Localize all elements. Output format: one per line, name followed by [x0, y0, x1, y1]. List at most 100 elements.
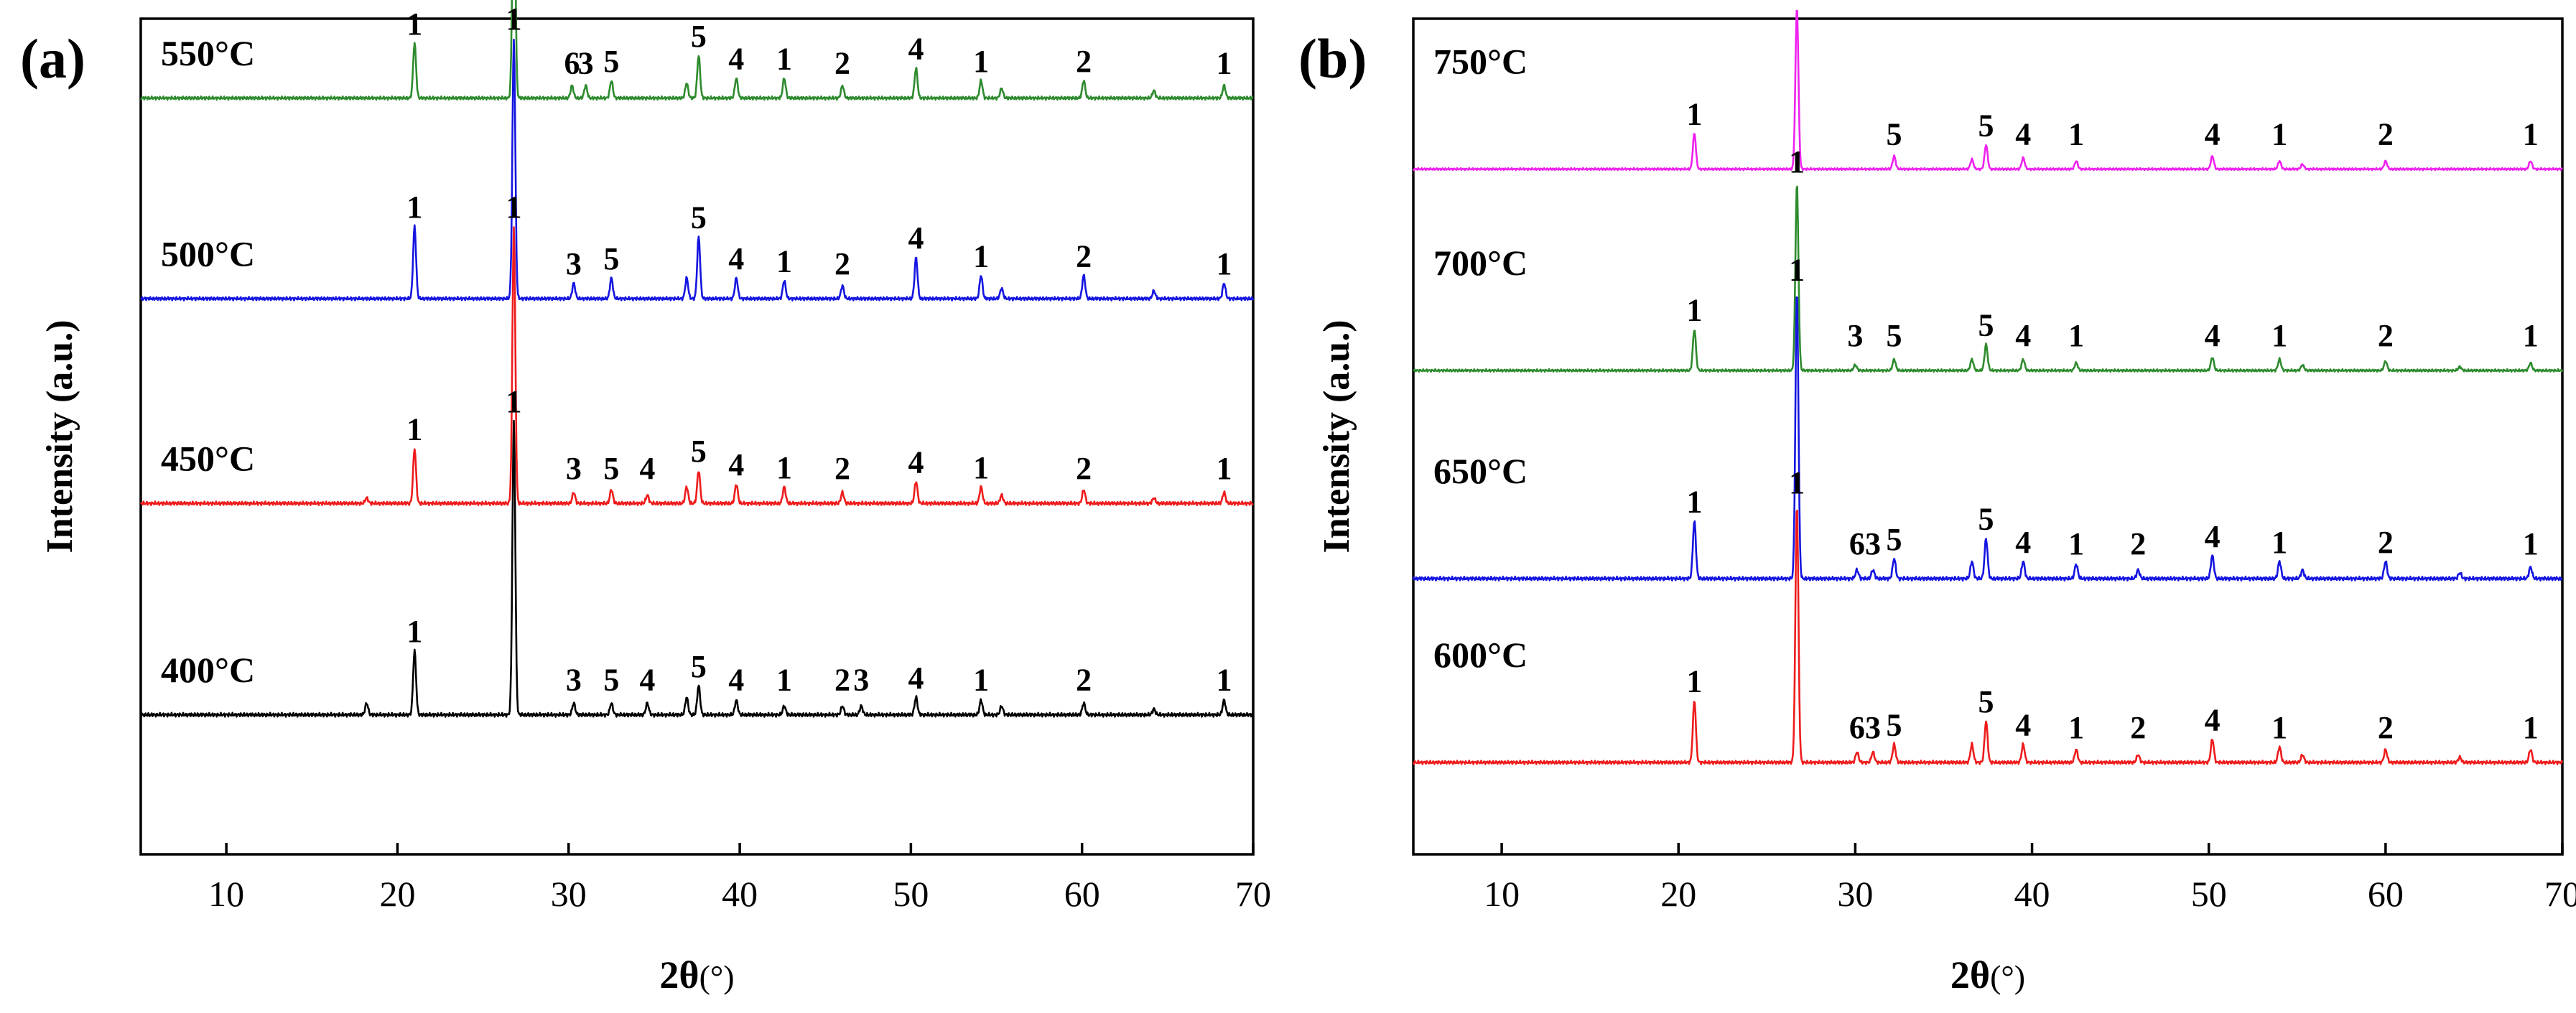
series-trace	[1413, 185, 2564, 373]
peak-label: 1	[2272, 318, 2287, 353]
peak-label: 1	[1686, 485, 1702, 520]
peak-label: 1	[406, 614, 422, 649]
peak-label: 1	[776, 663, 792, 698]
peak-label: 5	[603, 451, 619, 486]
peak-label: 5	[691, 19, 707, 54]
peak-label: 1	[2272, 117, 2287, 152]
x-tick-label: 30	[551, 874, 587, 914]
peak-label: 2	[1076, 44, 1092, 79]
series-trace	[140, 419, 1255, 718]
peak-label: 5	[603, 44, 619, 79]
peak-label: 1	[973, 238, 989, 274]
peak-label: 1	[506, 190, 522, 225]
peak-label: 1	[1686, 663, 1702, 699]
peak-label: 1	[973, 663, 989, 698]
peak-label: 2	[834, 451, 850, 486]
x-tick-label: 70	[1235, 874, 1271, 914]
x-tick-label: 40	[2014, 874, 2050, 914]
peak-label: 2	[2378, 710, 2394, 745]
peak-label: 4	[2015, 525, 2031, 560]
series-name-label: 650°C	[1433, 451, 1528, 491]
peak-label: 3	[578, 46, 594, 81]
peak-label: 4	[2015, 117, 2031, 152]
peak-label: 1	[776, 42, 792, 77]
peak-label: 3	[566, 246, 582, 281]
peak-label: 4	[908, 220, 924, 256]
peak-label: 4	[2205, 702, 2221, 737]
x-tick-label: 70	[2544, 874, 2576, 914]
peak-label: 2	[834, 663, 850, 698]
peak-label: 1	[1216, 246, 1232, 281]
peak-label: 2	[2130, 710, 2146, 745]
peak-label: 2	[1076, 451, 1092, 486]
peak-label: 1	[2068, 710, 2084, 745]
x-axis-symbol: 2θ	[1950, 953, 1990, 996]
peak-label: 5	[691, 649, 707, 684]
peak-label: 1	[1216, 451, 1232, 486]
plot-frame	[1412, 17, 2564, 856]
peak-label: 1	[2272, 710, 2287, 745]
series-750c: 750°C1155414121	[1412, 0, 2563, 172]
peak-label: 1	[2068, 117, 2084, 152]
peak-label: 1	[1216, 663, 1232, 698]
series-name-label: 750°C	[1433, 42, 1528, 82]
series-trace	[139, 226, 1254, 507]
peak-label: 1	[1686, 292, 1702, 327]
peak-label: 1	[1789, 144, 1805, 179]
peak-label: 5	[1979, 684, 1994, 719]
peak-label: 2	[2378, 117, 2394, 152]
peak-label: 5	[1887, 522, 1902, 557]
plot-frame	[139, 17, 1255, 856]
x-tick-label: 20	[379, 874, 415, 914]
peak-label: 1	[506, 384, 522, 419]
peak-label: 4	[2205, 318, 2221, 353]
series-name-label: 700°C	[1433, 243, 1528, 283]
peak-label: 1	[973, 450, 989, 485]
peak-label: 4	[2015, 708, 2031, 743]
peak-label: 3	[566, 663, 582, 698]
peak-label: 6	[1849, 526, 1865, 561]
peak-label: 3	[1865, 710, 1881, 745]
series-trace	[1412, 510, 2564, 765]
peak-label: 4	[728, 42, 744, 77]
peak-label: 1	[1789, 0, 1805, 4]
series-name-label: 550°C	[161, 33, 255, 73]
peak-label: 5	[1887, 708, 1902, 743]
peak-label: 1	[2523, 318, 2539, 353]
peak-label: 1	[1686, 97, 1702, 132]
peak-label: 2	[1076, 663, 1092, 698]
peak-label: 4	[728, 241, 744, 276]
y-axis-label: Intensity (a.u.)	[1316, 319, 1357, 553]
x-tick-label: 60	[1064, 874, 1100, 914]
peak-label: 4	[639, 663, 655, 698]
panel-label: (a)	[20, 27, 85, 90]
peak-label: 2	[2378, 525, 2394, 560]
x-axis-symbol: 2θ	[659, 953, 699, 996]
x-tick-label: 50	[893, 874, 929, 914]
series-name-label: 600°C	[1433, 635, 1528, 675]
peak-label: 4	[2205, 519, 2221, 554]
peak-label: 1	[2068, 318, 2084, 353]
x-axis-unit: (°)	[699, 958, 735, 995]
peak-label: 5	[603, 241, 619, 276]
peak-label: 1	[973, 44, 989, 79]
peak-label: 1	[2068, 526, 2084, 561]
peak-label: 1	[2523, 117, 2539, 152]
x-axis-label: 2θ(°)	[659, 953, 734, 996]
series-name-label: 400°C	[161, 650, 255, 690]
peak-label: 2	[2130, 526, 2146, 561]
peak-label: 4	[639, 451, 655, 486]
peak-label: 1	[506, 1, 522, 37]
peak-label: 5	[1979, 108, 1994, 143]
series-trace	[1412, 296, 2563, 582]
peak-label: 5	[691, 434, 707, 469]
peak-label: 5	[603, 663, 619, 698]
chart-panel-a: (a)Intensity (a.u.)10 20 30 40 50 60 702θ(°)55…	[20, 0, 1271, 996]
